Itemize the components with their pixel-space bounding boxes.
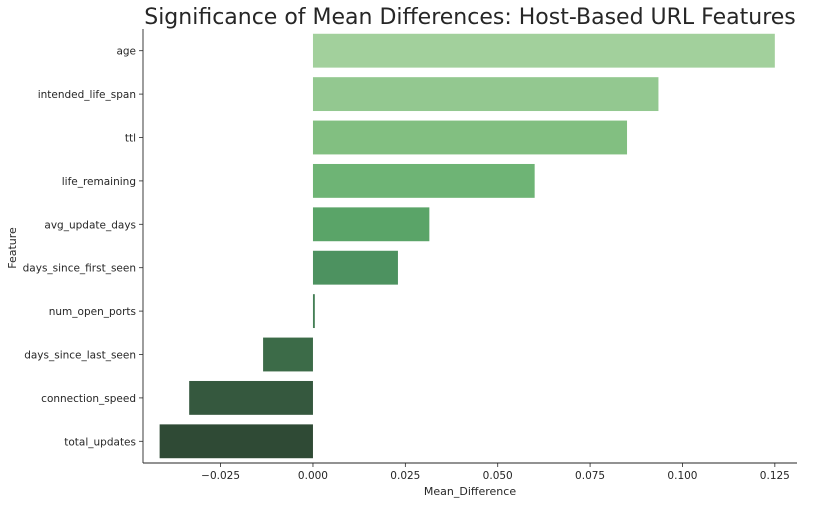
bar-days-since-last-seen [263,337,313,372]
y-axis-label: Feature [6,227,19,269]
chart-title: Significance of Mean Differences: Host-B… [144,5,796,30]
x-tick-label: 0.050 [483,470,513,482]
bar-num-open-ports [312,294,315,329]
x-axis-label: Mean_Difference [424,485,516,498]
y-tick-label: days_since_last_seen [24,350,136,362]
x-axis-ticks: −0.025 0.000 0.025 0.050 0.075 0.100 0.125 [201,463,790,482]
y-tick-label: days_since_first_seen [23,263,136,275]
y-tick-label: num_open_ports [49,306,136,318]
x-tick-label: 0.025 [390,470,420,482]
y-tick-label: ttl [125,133,136,145]
y-tick-label: age [116,46,136,58]
y-tick-label: avg_update_days [44,219,136,231]
x-tick-label: 0.000 [298,470,328,482]
y-tick-label: total_updates [64,436,136,448]
x-tick-label: 0.100 [667,470,697,482]
bar-avg-update-days [312,207,430,242]
bar-connection-speed [189,380,313,415]
bar-days-since-first-seen [312,250,398,285]
bar-age [312,33,775,68]
x-tick-label: 0.075 [575,470,605,482]
bars-group [159,33,775,459]
bar-intended-life-span [312,77,659,112]
bar-ttl [312,120,628,155]
x-tick-label: −0.025 [201,470,240,482]
y-tick-label: intended_life_span [38,89,136,101]
x-tick-label: 0.125 [760,470,790,482]
plot-area [142,29,797,464]
y-tick-label: life_remaining [62,176,136,188]
bar-life-remaining [312,163,535,198]
y-tick-label: connection_speed [41,393,136,405]
bar-total-updates [159,424,313,459]
